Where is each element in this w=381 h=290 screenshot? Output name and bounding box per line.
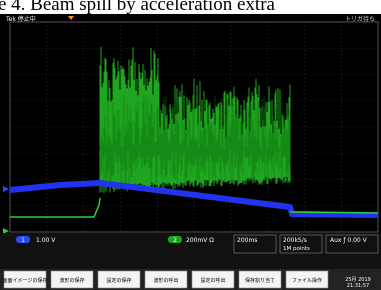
caption: e 4. Beam spill by acceleration extra — [0, 0, 275, 16]
softkeys: 画面イメージの保存 波形の保存 設定の保存 波形の呼出 設定の呼出 保存割り当て ファイル操… — [3, 271, 328, 288]
softkey-label: 保存割り当て — [245, 277, 275, 284]
record-length: 1M points — [283, 246, 310, 252]
ch2-scale: 200mV Ω — [186, 237, 214, 244]
status: Tek 停止中 — [5, 15, 36, 23]
ch1-label: 1 — [21, 237, 25, 244]
time: 21:31:57 — [347, 283, 369, 289]
ch1-scale: 1.00 V — [36, 237, 56, 244]
trigger-readout: Aux ƒ 0.00 V — [330, 237, 368, 244]
sample-rate: 200kS/s — [283, 237, 307, 244]
softkey-label: 設定の保存 — [106, 277, 131, 284]
softkey-label: ファイル操作 — [292, 277, 322, 284]
softkey-label: 波形の呼出 — [153, 277, 178, 284]
softkey-label: 設定の呼出 — [200, 277, 225, 284]
timebase: 200ms — [237, 237, 257, 244]
page: Tek 停止中 トリガ待ち 1 1.00 V 2 200mV Ω 200ms 2… — [0, 0, 381, 290]
ch2-label: 2 — [173, 237, 177, 244]
trigger-state: トリガ待ち — [345, 15, 375, 23]
softkey-label: 画面イメージの保存 — [3, 277, 48, 284]
softkey-label: 波形の保存 — [59, 277, 84, 284]
scope-screen: Tek 停止中 トリガ待ち 1 1.00 V 2 200mV Ω 200ms 2… — [0, 0, 381, 290]
